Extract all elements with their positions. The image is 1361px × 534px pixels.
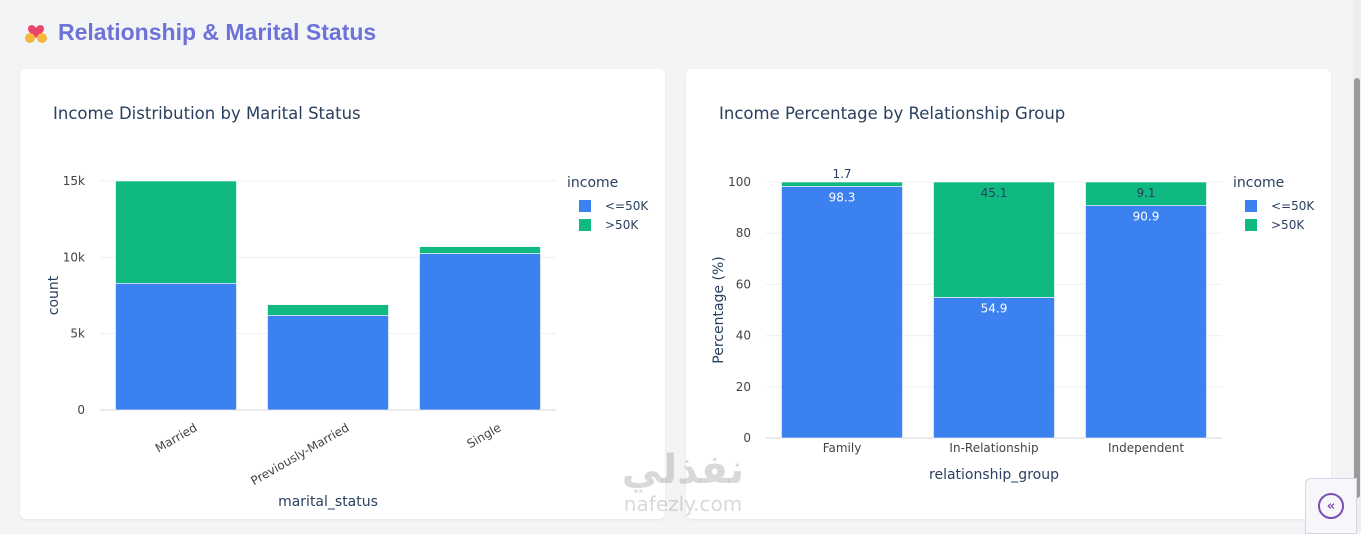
y-tick-label: 5k: [70, 327, 85, 341]
x-tick-label: Family: [823, 441, 862, 455]
bar-segment: [267, 315, 389, 411]
page-header: Relationship & Marital Status: [22, 18, 376, 46]
legend-swatch: [579, 219, 591, 231]
data-label: 45.1: [981, 186, 1008, 200]
y-tick-label: 20: [736, 380, 751, 394]
y-tick-label: 100: [728, 175, 751, 189]
data-label: 9.1: [1136, 186, 1155, 200]
page-title: Relationship & Marital Status: [58, 18, 377, 45]
bar-segment: [267, 304, 389, 316]
marital-status-chart-card: Income Distribution by Marital Status 0 5k…: [20, 69, 665, 519]
data-label: 90.9: [1133, 209, 1160, 223]
legend-title: income: [1233, 175, 1284, 191]
chart-title: Income Percentage by Relationship Group: [719, 104, 1065, 123]
scrollbar-thumb[interactable]: [1354, 78, 1360, 498]
bar-segment: [781, 181, 903, 187]
page-scrollbar[interactable]: [1353, 0, 1361, 532]
y-tick-label: 10k: [63, 250, 85, 264]
y-tick-label: 60: [736, 277, 751, 291]
relationship-group-chart-card: Income Percentage by Relationship Group 0…: [686, 69, 1331, 519]
y-tick-label: 40: [736, 329, 751, 343]
x-tick-label: In-Relationship: [949, 441, 1038, 455]
legend-swatch: [1245, 200, 1257, 212]
bar-segment: [1085, 181, 1207, 206]
data-label: 1.7: [832, 167, 851, 181]
data-label: 54.9: [981, 301, 1008, 315]
double-chevron-left-icon: «: [1318, 493, 1344, 519]
income-by-marital-status-chart: Income Distribution by Marital Status 0 5k…: [46, 104, 649, 510]
x-tick-label: Previously-Married: [248, 420, 351, 488]
y-axis-label: count: [46, 275, 62, 315]
y-tick-label: 15k: [63, 174, 85, 188]
x-tick-label: Single: [465, 420, 504, 451]
legend-label: >50K: [605, 218, 639, 232]
bar-segment: [419, 253, 541, 411]
x-tick-label: Married: [153, 420, 200, 455]
x-axis-label: marital_status: [278, 494, 378, 510]
legend-label: >50K: [1271, 218, 1305, 232]
x-tick-label: Independent: [1108, 441, 1184, 455]
bar-segment: [419, 246, 541, 254]
y-tick-label: 80: [736, 226, 751, 240]
legend-label: <=50K: [605, 199, 649, 213]
y-axis-label: Percentage (%): [711, 256, 727, 363]
legend-title: income: [567, 175, 618, 191]
bar-segment: [933, 297, 1055, 439]
data-label: 98.3: [829, 190, 856, 204]
legend-swatch: [579, 200, 591, 212]
bar-segment: [933, 181, 1055, 298]
income-percentage-by-relationship-chart: Income Percentage by Relationship Group 0…: [711, 104, 1315, 483]
bar-segment: [115, 180, 237, 284]
sidebar-toggle-button[interactable]: «: [1305, 478, 1357, 534]
bar-segment: [781, 186, 903, 439]
heart-hands-icon: [22, 18, 50, 46]
y-tick-label: 0: [77, 403, 85, 417]
bar-segment: [115, 282, 237, 411]
legend-label: <=50K: [1271, 199, 1315, 213]
y-tick-label: 0: [743, 431, 751, 445]
chart-title: Income Distribution by Marital Status: [53, 104, 361, 123]
bar-segment: [1085, 204, 1207, 439]
x-axis-label: relationship_group: [929, 467, 1059, 483]
legend-swatch: [1245, 219, 1257, 231]
